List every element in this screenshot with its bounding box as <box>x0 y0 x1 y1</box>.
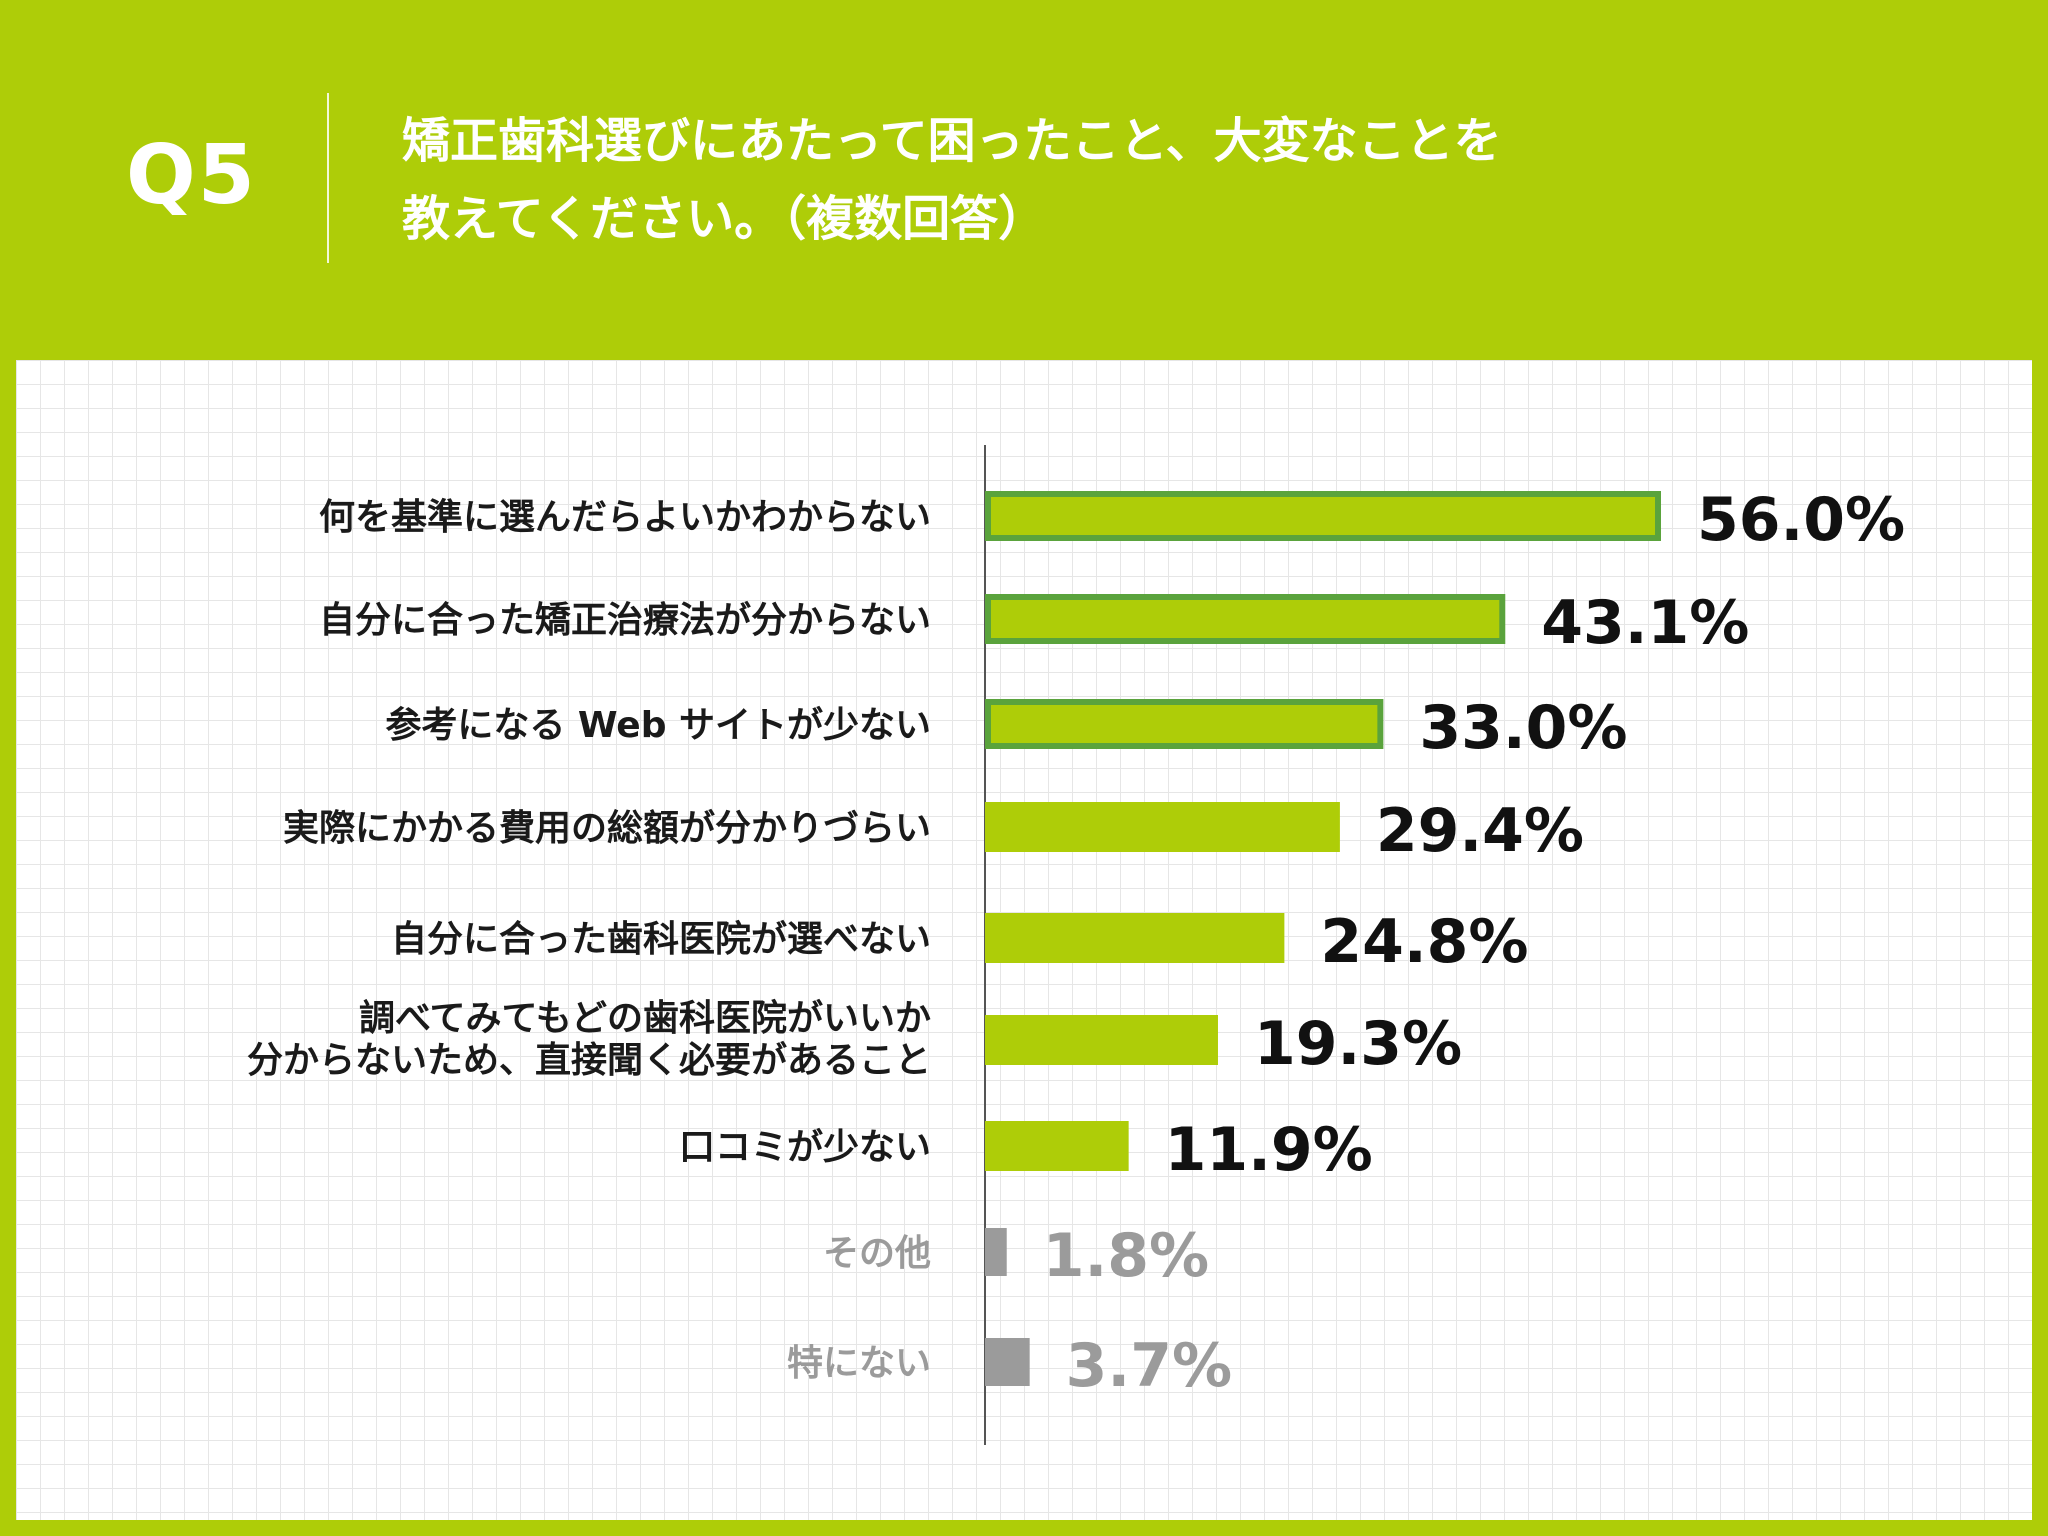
question-text: 矯正歯科選びにあたって困ったこと、大変なことを 教えてください。（複数回答） <box>402 102 1902 258</box>
value-label-3: 33.0% <box>1419 693 1627 763</box>
question-number: Q5 <box>126 128 257 223</box>
category-label-4: 実際にかかる費用の総額が分かりづらい <box>283 808 931 849</box>
category-label-6-line-1: 調べてみてもどの歯科医院がいいか <box>359 998 931 1039</box>
bar-4 <box>985 802 1340 852</box>
value-label-4: 29.4% <box>1376 796 1584 866</box>
category-label-6-line-2: 分からないため、直接聞く必要があること <box>247 1040 931 1081</box>
bar-9 <box>985 1338 1030 1386</box>
bar-3 <box>985 699 1384 749</box>
question-line-2: 教えてください。（複数回答） <box>402 191 1047 247</box>
category-label-9: 特にない <box>787 1343 931 1384</box>
value-label-1: 56.0% <box>1697 485 1905 555</box>
chart-panel: 56.0% 何を基準に選んだらよいかわからない 43.1% 自分に合った矯正治療法が分… <box>16 360 2032 1520</box>
value-label-5: 24.8% <box>1320 907 1528 977</box>
bar-2 <box>985 594 1506 644</box>
category-label-6: 調べてみてもどの歯科医院がいいか分からないため、直接聞く必要があること <box>247 998 931 1081</box>
value-label-7: 11.9% <box>1165 1115 1373 1185</box>
value-label-6: 19.3% <box>1254 1009 1462 1079</box>
bar-1 <box>985 491 1661 541</box>
bar-5 <box>985 913 1285 963</box>
category-label-5: 自分に合った歯科医院が選べない <box>391 919 931 960</box>
value-label-2: 43.1% <box>1541 588 1749 658</box>
category-label-7: 口コミが少ない <box>679 1127 931 1168</box>
question-header: Q5 矯正歯科選びにあたって困ったこと、大変なことを 教えてください。（複数回答… <box>0 0 2048 360</box>
value-label-8: 1.8% <box>1043 1221 1209 1291</box>
category-label-3: 参考になる Web サイトが少ない <box>385 705 931 746</box>
category-label-2: 自分に合った矯正治療法が分からない <box>319 600 931 641</box>
bar-7 <box>985 1121 1129 1171</box>
category-label-1: 何を基準に選んだらよいかわからない <box>319 497 931 538</box>
category-label-8: その他 <box>823 1233 931 1274</box>
bar-6 <box>985 1015 1218 1065</box>
question-line-1: 矯正歯科選びにあたって困ったこと、大変なことを <box>402 113 1502 169</box>
value-label-9: 3.7% <box>1066 1331 1232 1401</box>
bar-8 <box>985 1228 1007 1276</box>
bar-chart: 56.0% 何を基準に選んだらよいかわからない 43.1% 自分に合った矯正治療法が分… <box>247 445 1905 1445</box>
header-divider <box>327 93 329 263</box>
